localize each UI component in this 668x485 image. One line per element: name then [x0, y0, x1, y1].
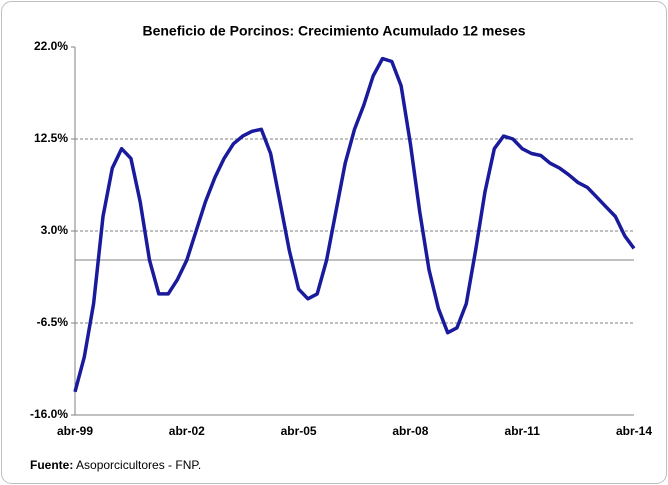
source-label: Fuente:	[30, 458, 73, 472]
x-tick-label: abr-14	[616, 424, 652, 438]
y-tick-label: -16.0%	[30, 407, 68, 421]
chart-title: Beneficio de Porcinos: Crecimiento Acumu…	[142, 23, 525, 39]
y-tick-label: -6.5%	[37, 315, 69, 329]
series-line	[73, 56, 636, 393]
x-tick-label: abr-11	[505, 424, 541, 438]
y-tick-label: 3.0%	[41, 223, 69, 237]
source: Fuente: Asoporcicultores - FNP.	[30, 458, 201, 472]
x-tick-label: abr-02	[169, 424, 205, 438]
y-tick-label: 12.5%	[34, 131, 68, 145]
x-tick-label: abr-99	[57, 424, 93, 438]
x-tick-label: abr-08	[392, 424, 428, 438]
source-text: Asoporcicultores - FNP.	[76, 458, 201, 472]
y-tick-label: 22.0%	[34, 39, 68, 53]
x-tick-label: abr-05	[281, 424, 317, 438]
